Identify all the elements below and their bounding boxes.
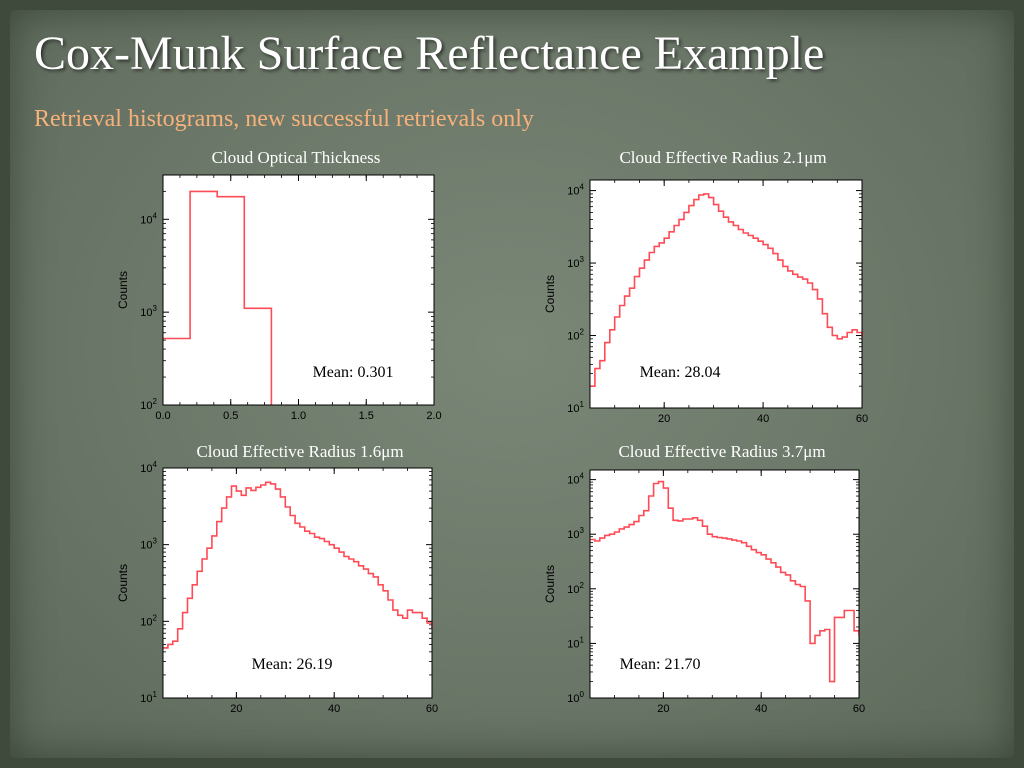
y-tick-label: 104: [140, 460, 157, 475]
x-tick-label: 1.0: [291, 410, 306, 422]
y-tick-label: 103: [140, 304, 157, 319]
chart-cer37: 100 101 102 103 104 20 40 60 Counts Mean: 21.70: [543, 469, 865, 715]
plot-area: [163, 468, 432, 698]
chart-title-cer16: Cloud Effective Radius 1.6μm: [196, 442, 404, 461]
plot-frame: [589, 179, 863, 409]
x-tick-label: 20: [657, 703, 669, 715]
plot-frame: [162, 174, 435, 406]
y-tick-label: 100: [567, 690, 584, 705]
y-axis-label: Counts: [543, 275, 557, 313]
x-tick-label: 0.5: [223, 410, 238, 422]
y-tick-label: 102: [567, 581, 584, 596]
y-tick-label: 104: [567, 183, 584, 198]
mean-annotation: Mean: 26.19: [252, 656, 333, 673]
chart-cer16: 101 102 103 104 20 40 60 Counts Mean: 26.19: [116, 460, 438, 715]
x-tick-label: 40: [755, 703, 767, 715]
x-tick-label: 0.0: [155, 410, 170, 422]
x-tick-label: 2.0: [426, 410, 441, 422]
y-axis-label: Counts: [116, 271, 130, 309]
slide-title: Cox-Munk Surface Reflectance Example: [34, 27, 825, 80]
x-tick-label: 60: [853, 703, 865, 715]
x-tick-label: 60: [426, 703, 438, 715]
histogram-line: [163, 481, 433, 649]
chart-cot: 102 103 104 0.0 0.5 1.0 1.5 2.0 Counts Mean: 0.30…: [116, 174, 442, 422]
mean-annotation: Mean: 0.301: [313, 364, 394, 381]
plot-area: [163, 175, 434, 405]
x-tick-label: 40: [757, 413, 769, 425]
plot-area: [590, 180, 862, 408]
chart-title-cer37: Cloud Effective Radius 3.7μm: [618, 442, 826, 461]
plot-frame: [162, 467, 433, 699]
chart-title-cer21: Cloud Effective Radius 2.1μm: [619, 148, 827, 167]
mean-annotation: Mean: 21.70: [620, 656, 701, 673]
y-tick-label: 102: [567, 328, 584, 343]
slide-subtitle: Retrieval histograms, new successful ret…: [34, 106, 534, 132]
histogram-line: [590, 480, 860, 683]
y-tick-label: 102: [140, 397, 157, 412]
y-tick-label: 104: [567, 472, 584, 487]
y-tick-label: 102: [140, 613, 157, 628]
x-tick-label: 1.5: [359, 410, 374, 422]
plot-frame: [589, 469, 860, 699]
chart-cer21: 101 102 103 104 20 40 60 Counts Mean: 28.04: [543, 179, 868, 425]
y-tick-label: 101: [567, 635, 584, 650]
y-tick-label: 103: [140, 537, 157, 552]
x-tick-label: 40: [328, 703, 340, 715]
y-tick-label: 103: [567, 255, 584, 270]
y-tick-label: 101: [567, 400, 584, 415]
histogram-line: [590, 193, 863, 387]
x-tick-label: 60: [856, 413, 868, 425]
plot-area: [590, 470, 859, 698]
x-tick-label: 20: [230, 703, 242, 715]
y-axis-label: Counts: [543, 565, 557, 603]
chart-title-cot: Cloud Optical Thickness: [211, 148, 381, 167]
y-tick-label: 101: [140, 690, 157, 705]
mean-annotation: Mean: 28.04: [640, 364, 721, 381]
x-tick-label: 20: [658, 413, 670, 425]
y-tick-label: 104: [140, 211, 157, 226]
y-axis-label: Counts: [116, 564, 130, 602]
histogram-line: [163, 190, 273, 405]
y-tick-label: 103: [567, 526, 584, 541]
